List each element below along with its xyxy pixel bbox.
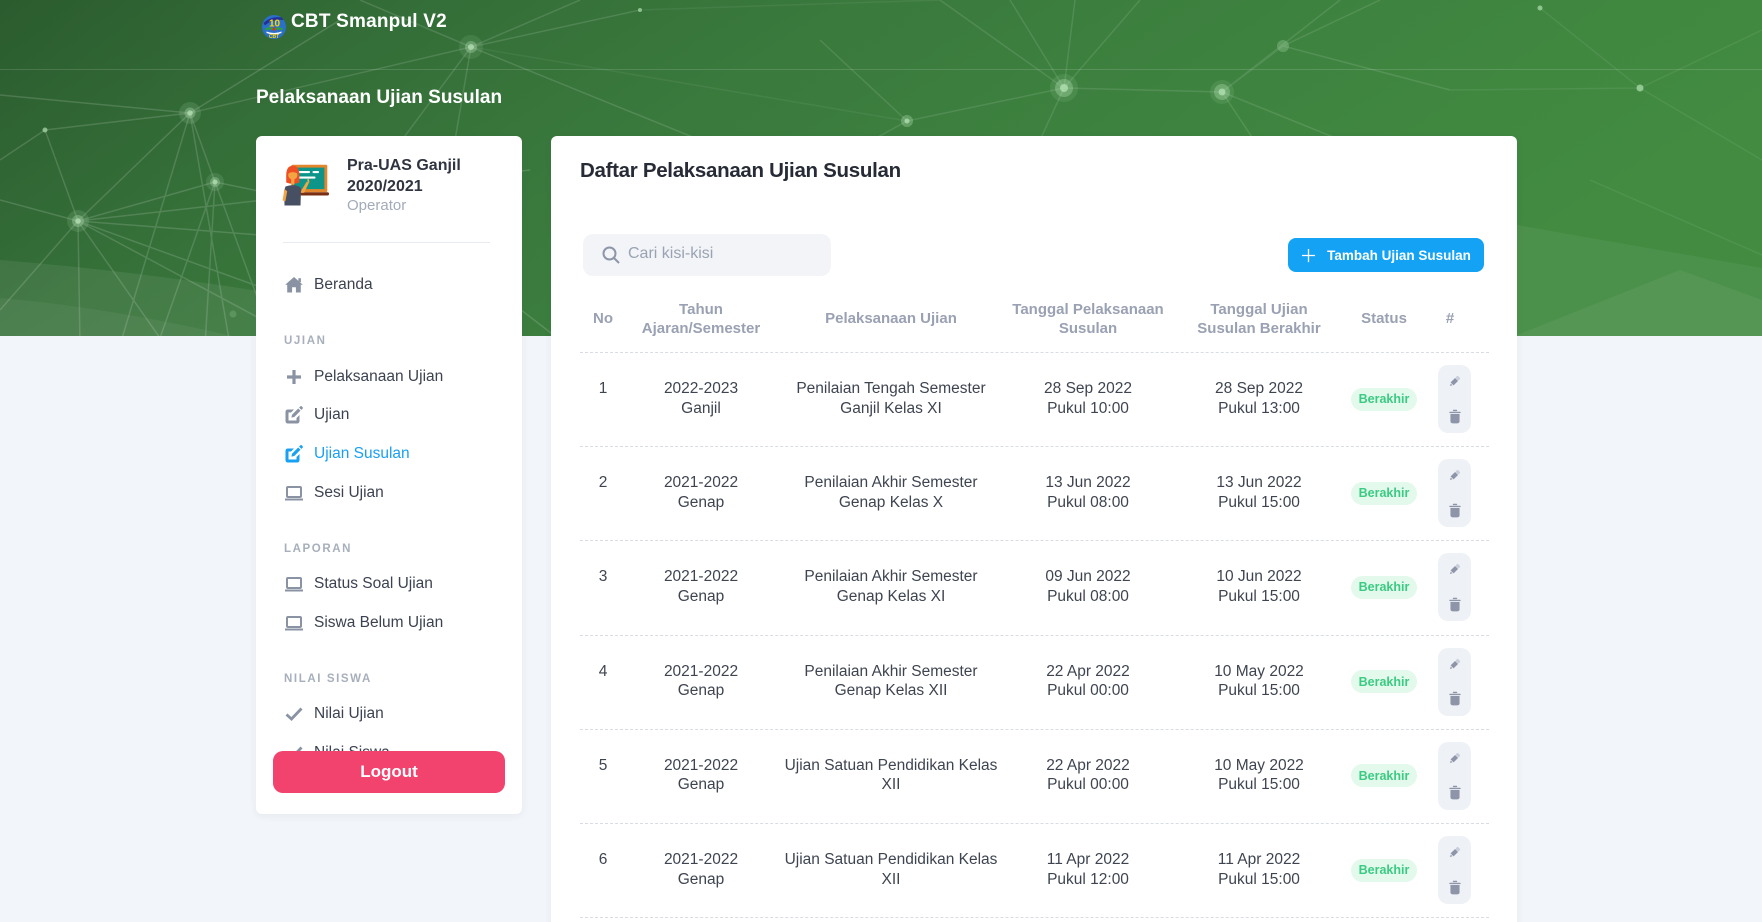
svg-text:CBT: CBT [269,34,279,39]
svg-text:10: 10 [269,19,281,30]
